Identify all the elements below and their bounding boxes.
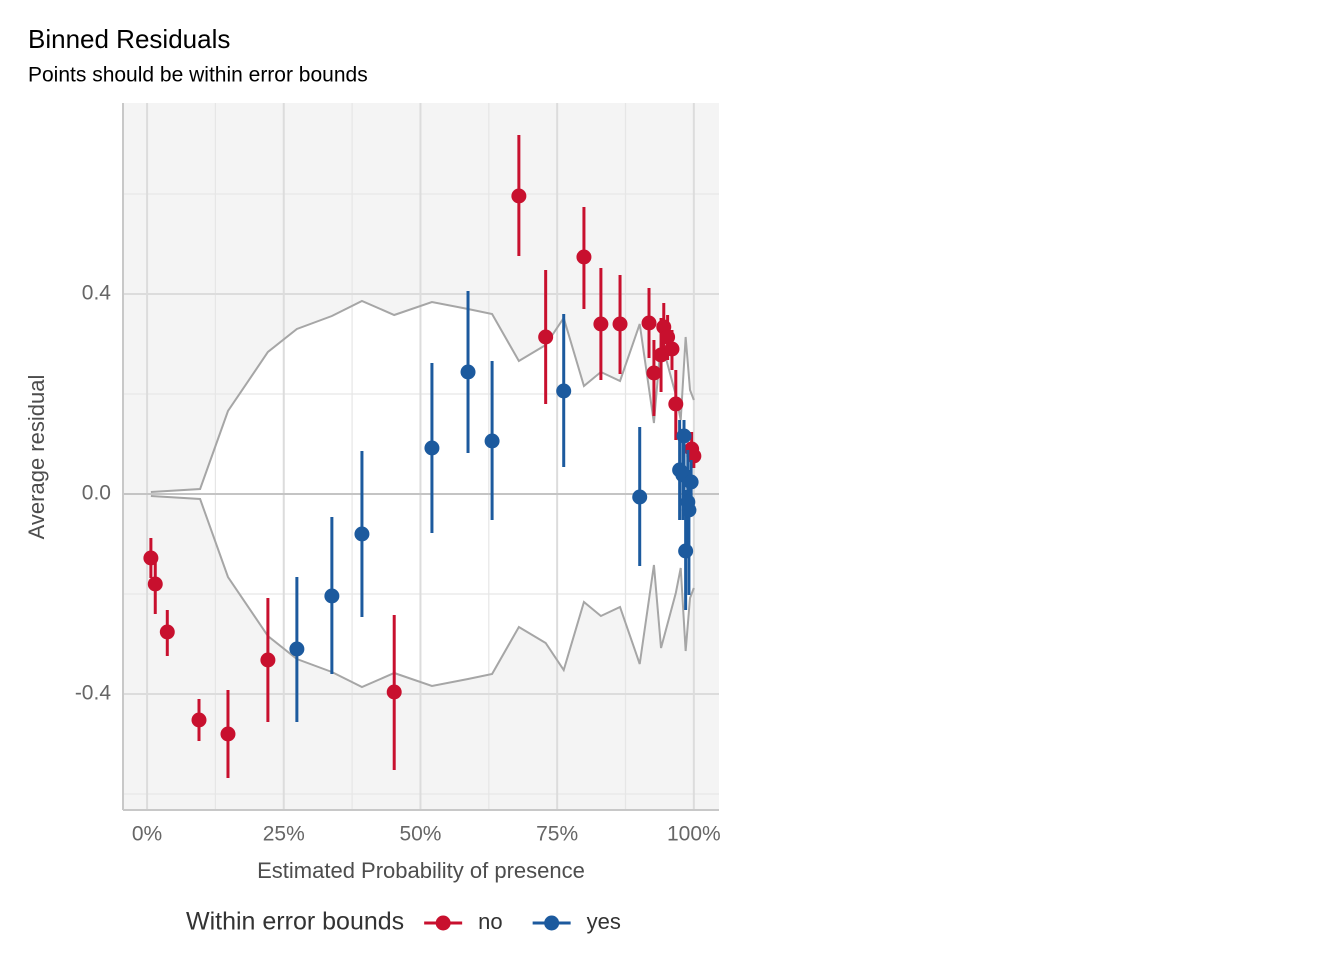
point (386, 684, 402, 700)
legend-label: no (478, 909, 502, 934)
x-tick-label: 75% (536, 823, 578, 846)
y-axis-title: Average residual (24, 375, 49, 540)
point (147, 576, 163, 592)
x-tick-label: 0% (132, 823, 162, 846)
x-tick-label: 100% (667, 823, 721, 846)
point (683, 474, 699, 490)
point (484, 433, 500, 449)
point (576, 249, 592, 265)
y-tick-label: 0.0 (82, 482, 111, 505)
point (511, 188, 527, 204)
point (191, 712, 207, 728)
point (324, 588, 340, 604)
y-tick-label: -0.4 (75, 682, 112, 705)
x-tick-label: 25% (263, 823, 305, 846)
point (460, 364, 476, 380)
point (676, 428, 692, 444)
point (678, 543, 694, 559)
x-tick-label: 50% (399, 823, 441, 846)
point (641, 315, 657, 331)
point (681, 502, 697, 518)
legend-key-point (435, 915, 451, 931)
point (686, 448, 702, 464)
point (424, 440, 440, 456)
point (556, 383, 572, 399)
point (159, 624, 175, 640)
point (664, 341, 680, 357)
plot-area: 0% 25% 50% 75% 100% -0.4 0.0 0.4 (75, 103, 721, 846)
point (660, 329, 676, 345)
point (593, 316, 609, 332)
point (143, 550, 159, 566)
point (612, 316, 628, 332)
point (632, 489, 648, 505)
point (289, 641, 305, 657)
point (538, 329, 554, 345)
point (260, 652, 276, 668)
legend-label: yes (587, 909, 621, 934)
legend-title: Within error bounds (186, 908, 404, 936)
y-tick-label: 0.4 (82, 282, 112, 305)
legend-key-point (544, 915, 560, 931)
legend: Within error bounds no yes (186, 908, 621, 936)
point (668, 396, 684, 412)
x-axis-title: Estimated Probability of presence (257, 858, 585, 883)
point (653, 347, 669, 363)
point (646, 365, 662, 381)
point (220, 726, 236, 742)
chart-subtitle: Points should be within error bounds (28, 64, 368, 87)
chart-title: Binned Residuals (28, 24, 230, 54)
point (354, 526, 370, 542)
